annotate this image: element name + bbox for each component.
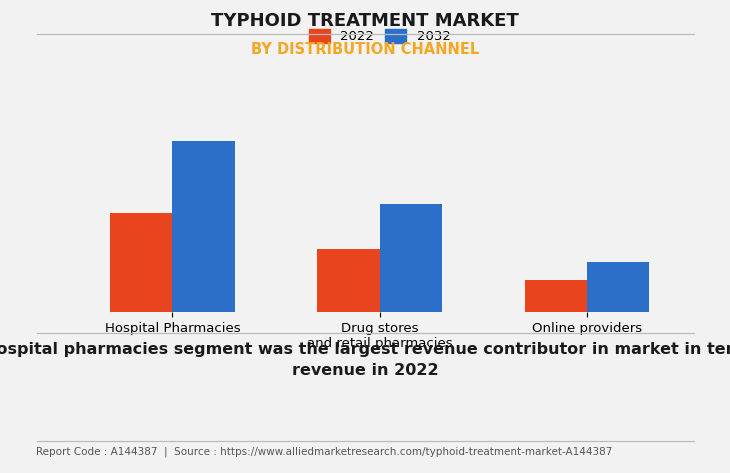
Bar (318, 249, 380, 312)
Text: The hospital pharmacies segment was the largest revenue contributor in market in: The hospital pharmacies segment was the … (0, 342, 730, 377)
Bar (380, 204, 442, 312)
Bar (110, 213, 172, 312)
Bar (172, 140, 234, 312)
Bar (587, 262, 649, 312)
Legend: 2022, 2032: 2022, 2032 (309, 29, 450, 44)
Text: BY DISTRIBUTION CHANNEL: BY DISTRIBUTION CHANNEL (251, 42, 479, 57)
Text: Report Code : A144387  |  Source : https://www.alliedmarketresearch.com/typhoid-: Report Code : A144387 | Source : https:/… (36, 447, 613, 457)
Bar (525, 280, 587, 312)
Text: TYPHOID TREATMENT MARKET: TYPHOID TREATMENT MARKET (211, 12, 519, 30)
